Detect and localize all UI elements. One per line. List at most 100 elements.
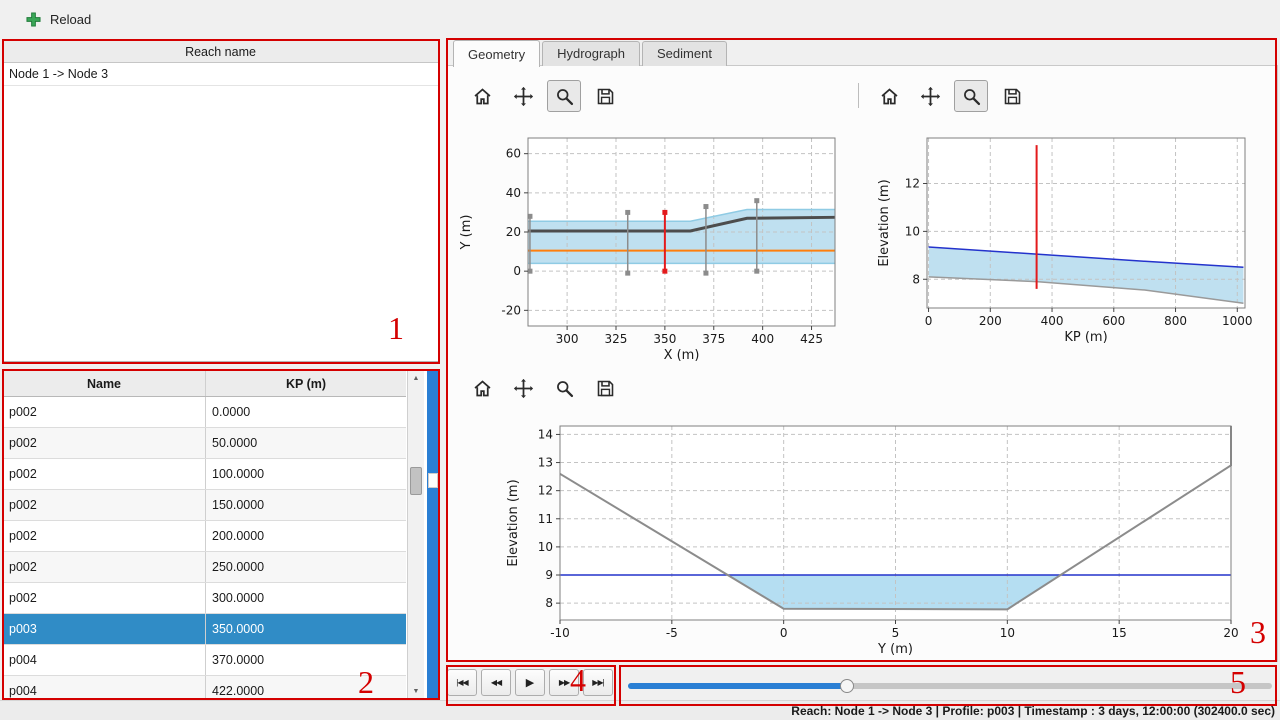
svg-text:0: 0 (780, 626, 788, 640)
svg-text:400: 400 (1041, 314, 1064, 328)
pan-button[interactable] (506, 372, 540, 404)
profile-row-p002-100.0000[interactable]: p002 100.0000 (3, 459, 406, 490)
tab-hydrograph[interactable]: Hydrograph (542, 41, 641, 66)
home-icon (472, 86, 493, 107)
plan-view-canvas[interactable]: 300 325 350 375 400 425 -20 0 20 40 60 X (m) Y (m) (455, 120, 847, 363)
svg-text:12: 12 (538, 484, 553, 498)
pan-button[interactable] (913, 80, 947, 112)
long-profile-canvas[interactable]: 0 200 400 600 800 1000 8 10 12 KP (m) Elevation (m… (865, 120, 1261, 363)
rewind-button[interactable]: ◀◀ (481, 669, 511, 696)
svg-text:5: 5 (892, 626, 900, 640)
home-button[interactable] (465, 372, 499, 404)
save-icon (595, 86, 616, 107)
profile-row-p002-150.0000[interactable]: p002 150.0000 (3, 490, 406, 521)
time-slider-groove (628, 683, 1272, 689)
profile-row-p002-250.0000[interactable]: p002 250.0000 (3, 552, 406, 583)
table-scrollbar[interactable]: ▲ ▼ (407, 371, 424, 698)
save-button[interactable] (588, 80, 622, 112)
plan-view-chart[interactable]: 300 325 350 375 400 425 -20 0 20 40 60 X (m) Y (m) (455, 120, 847, 363)
kp-cell: 422.0000 (212, 684, 265, 698)
kp-cell: 200.0000 (212, 529, 265, 543)
reload-button[interactable]: Reload (16, 6, 101, 32)
fast-forward-button[interactable]: ▶▶ (549, 669, 579, 696)
reload-label: Reload (50, 11, 92, 27)
svg-text:325: 325 (605, 332, 628, 346)
tab-sediment[interactable]: Sediment (642, 41, 727, 66)
cross-section-plot-toolbar (465, 372, 622, 404)
svg-text:13: 13 (538, 456, 553, 470)
name-cell: p002 (3, 428, 206, 458)
name-cell: p003 (3, 614, 206, 644)
svg-text:0: 0 (925, 314, 933, 328)
home-button[interactable] (465, 80, 499, 112)
save-icon (1002, 86, 1023, 107)
reload-icon (26, 11, 41, 27)
zoom-button[interactable] (547, 372, 581, 404)
pan-button[interactable] (506, 80, 540, 112)
skip-to-start-button[interactable]: |◀◀ (447, 669, 477, 696)
svg-text:15: 15 (1112, 626, 1127, 640)
long-profile-chart[interactable]: 0 200 400 600 800 1000 8 10 12 KP (m) Elevation (m… (865, 120, 1265, 363)
save-button[interactable] (995, 80, 1029, 112)
profile-table-header: Name KP (m) (3, 371, 406, 397)
svg-text:9: 9 (545, 568, 553, 582)
time-slider-handle[interactable] (839, 679, 854, 693)
svg-text:600: 600 (1102, 314, 1125, 328)
svg-text:11: 11 (538, 512, 553, 526)
secondary-scrollbar-handle[interactable] (428, 473, 438, 488)
kp-cell: 0.0000 (212, 405, 251, 419)
svg-text:-20: -20 (501, 303, 521, 317)
name-cell: p002 (3, 552, 206, 582)
time-slider-fill (628, 683, 847, 689)
svg-text:Y (m): Y (m) (459, 215, 474, 251)
kp-column-header: KP (m) (285, 376, 327, 391)
scroll-down-icon[interactable]: ▼ (412, 687, 420, 695)
name-cell: p002 (3, 583, 206, 613)
zoom-button[interactable] (954, 80, 988, 112)
svg-text:20: 20 (506, 225, 521, 239)
home-button[interactable] (872, 80, 906, 112)
pan-icon (920, 86, 941, 107)
kp-cell: 350.0000 (212, 622, 265, 636)
kp-cell: 50.0000 (212, 436, 258, 450)
svg-text:1000: 1000 (1222, 314, 1253, 328)
tab-geometry[interactable]: Geometry (453, 40, 541, 67)
cross-section-chart[interactable]: -10 -5 0 5 10 15 20 8 9 10 11 12 13 14 Y (m) Elevation … (455, 412, 1275, 662)
play-button[interactable]: ▶ (515, 669, 545, 696)
svg-text:400: 400 (751, 332, 774, 346)
zoom-button[interactable] (547, 80, 581, 112)
home-icon (879, 86, 900, 107)
table-scrollbar-handle[interactable] (410, 467, 422, 495)
profile-row-p004-370.0000[interactable]: p004 370.0000 (3, 645, 406, 676)
svg-text:10: 10 (1000, 626, 1015, 640)
svg-text:60: 60 (506, 147, 521, 161)
reach-list-item[interactable]: Node 1 -> Node 3 (3, 63, 438, 86)
reach-panel: Reach name Node 1 -> Node 3 (2, 40, 439, 362)
profile-table-body: p002 0.0000 p002 50.0000 p002 100.0000 p002 150… (3, 397, 406, 707)
plan-plot-toolbar (465, 80, 622, 112)
secondary-scrollbar[interactable] (427, 371, 439, 698)
profile-row-p003-350.0000[interactable]: p003 350.0000 (3, 614, 406, 645)
svg-text:-10: -10 (550, 626, 570, 640)
pan-icon (513, 378, 534, 399)
profile-row-p002-200.0000[interactable]: p002 200.0000 (3, 521, 406, 552)
name-cell: p002 (3, 521, 206, 551)
name-cell: p004 (3, 645, 206, 675)
svg-text:10: 10 (538, 540, 553, 554)
profile-table-panel: Name KP (m) p002 0.0000 p002 50.0000 p002 100… (2, 370, 439, 707)
profile-row-p002-0.0000[interactable]: p002 0.0000 (3, 397, 406, 428)
cross-section-canvas[interactable]: -10 -5 0 5 10 15 20 8 9 10 11 12 13 14 Y (m) Elevation … (455, 412, 1273, 660)
svg-text:Elevation (m): Elevation (m) (877, 179, 892, 266)
skip-to-end-button[interactable]: ▶▶| (583, 669, 613, 696)
kp-cell: 150.0000 (212, 498, 265, 512)
time-slider[interactable] (628, 678, 1272, 694)
zoom-icon (961, 86, 982, 107)
profile-row-p002-50.0000[interactable]: p002 50.0000 (3, 428, 406, 459)
name-cell: p002 (3, 490, 206, 520)
kp-cell: 250.0000 (212, 560, 265, 574)
save-button[interactable] (588, 372, 622, 404)
profile-row-p002-300.0000[interactable]: p002 300.0000 (3, 583, 406, 614)
svg-text:10: 10 (905, 224, 920, 238)
scroll-up-icon[interactable]: ▲ (412, 374, 420, 382)
profile-plot-toolbar (872, 80, 1029, 112)
